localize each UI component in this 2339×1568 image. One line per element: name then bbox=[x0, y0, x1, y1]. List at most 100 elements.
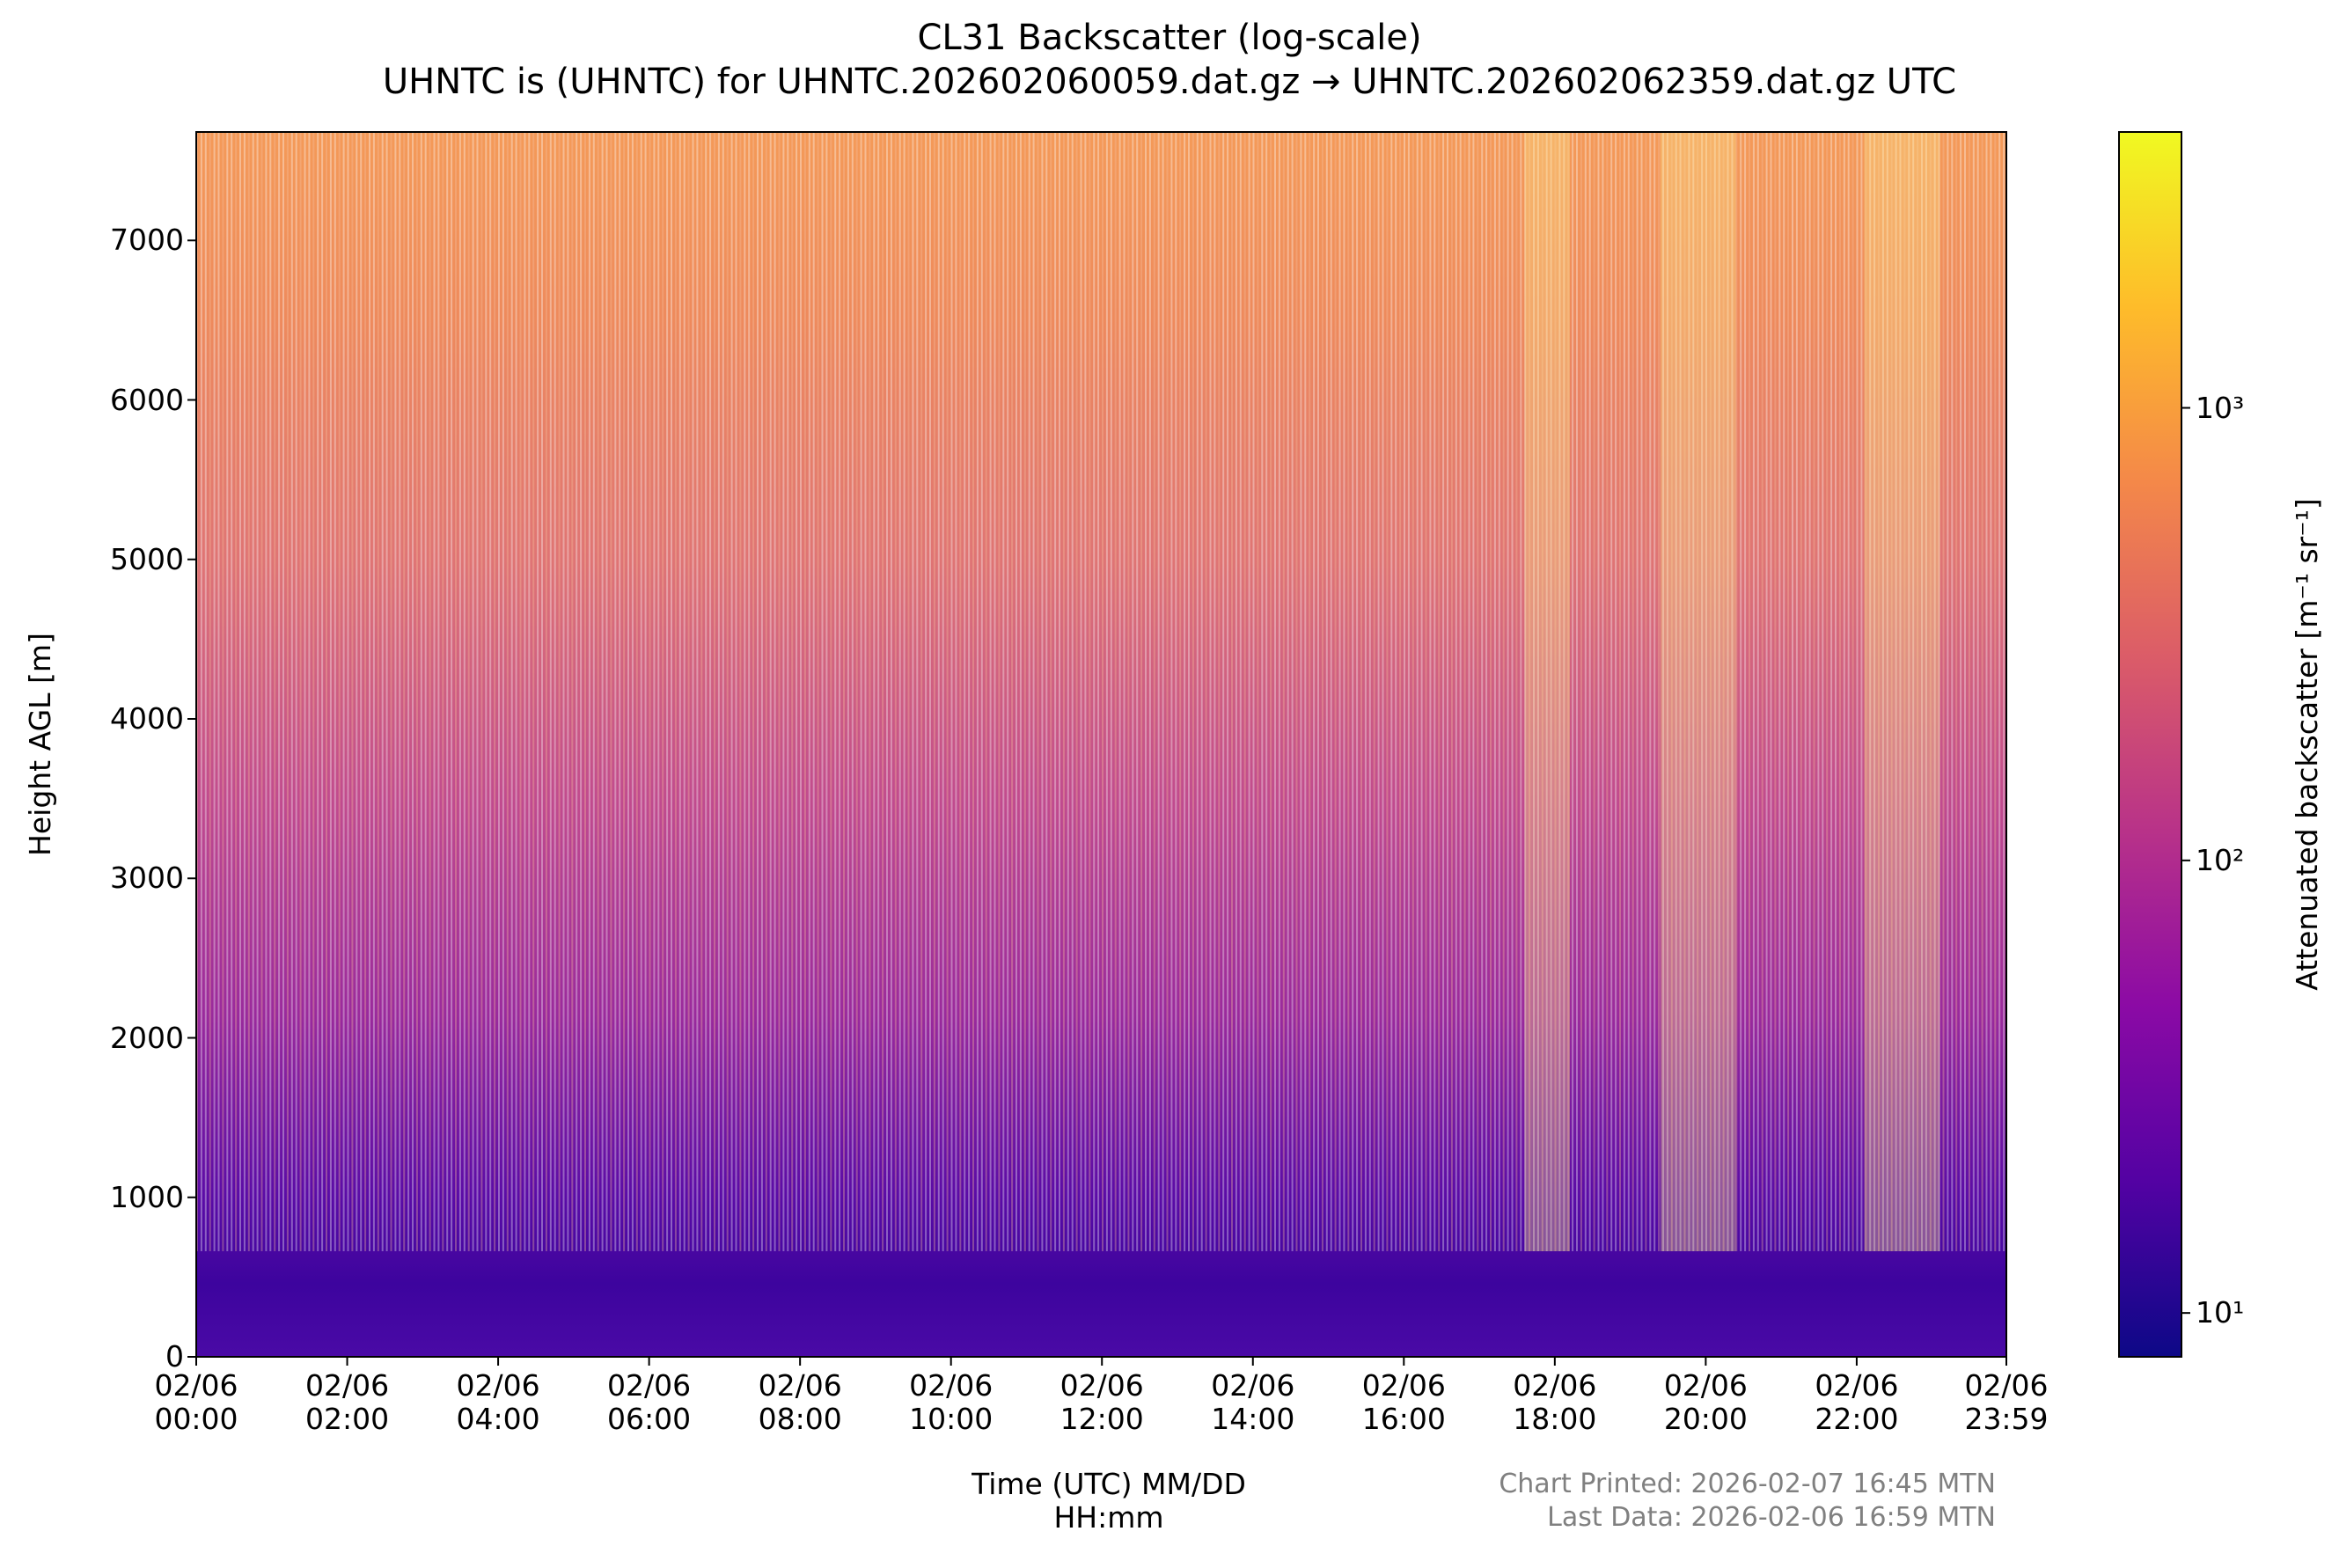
noise-streak bbox=[1291, 132, 1294, 1251]
noise-streak bbox=[442, 132, 444, 1251]
noise-streak bbox=[1447, 132, 1448, 1251]
noise-streak bbox=[1386, 132, 1389, 1251]
noise-streak bbox=[1089, 132, 1091, 1251]
noise-streak bbox=[1377, 132, 1380, 1251]
noise-streak bbox=[812, 132, 815, 1251]
noise-streak bbox=[265, 132, 268, 1251]
noise-streak bbox=[687, 132, 690, 1251]
noise-streak bbox=[1463, 132, 1466, 1251]
noise-streak bbox=[1994, 132, 1997, 1251]
noise-streak bbox=[825, 132, 828, 1251]
noise-streak bbox=[1059, 132, 1060, 1251]
noise-streak bbox=[739, 132, 742, 1251]
noise-streak bbox=[1438, 132, 1441, 1251]
colorbar bbox=[2118, 131, 2182, 1358]
noise-streak bbox=[933, 132, 935, 1251]
noise-streak bbox=[980, 132, 983, 1251]
noise-streak bbox=[1804, 132, 1807, 1251]
noise-streak bbox=[1826, 132, 1829, 1251]
noise-streak bbox=[1148, 132, 1151, 1251]
noise-streak bbox=[1222, 132, 1225, 1251]
noise-streak bbox=[1960, 132, 1962, 1251]
noise-streak bbox=[1080, 132, 1082, 1251]
noise-streak bbox=[1576, 132, 1578, 1251]
noise-streak bbox=[1404, 132, 1405, 1251]
noise-streak bbox=[1016, 132, 1017, 1251]
noise-streak bbox=[1188, 132, 1190, 1251]
noise-streak bbox=[467, 132, 470, 1251]
noise-streak bbox=[757, 132, 759, 1251]
noise-streak bbox=[1360, 132, 1362, 1251]
noise-streak bbox=[1713, 132, 1716, 1251]
noise-streak bbox=[1727, 132, 1729, 1251]
noise-streak bbox=[847, 132, 849, 1251]
noise-streak bbox=[1666, 132, 1668, 1251]
noise-streak bbox=[1498, 132, 1500, 1251]
y-axis-label: Height AGL [m] bbox=[23, 633, 58, 856]
noise-streak bbox=[1800, 132, 1802, 1251]
noise-streak bbox=[834, 132, 837, 1251]
noise-streak bbox=[1976, 132, 1979, 1251]
noise-streak bbox=[290, 132, 293, 1251]
noise-streak bbox=[274, 132, 276, 1251]
noise-streak bbox=[791, 132, 794, 1251]
noise-streak bbox=[1761, 132, 1763, 1251]
noise-streak bbox=[1735, 132, 1738, 1251]
noise-streak bbox=[937, 132, 940, 1251]
x-tick-label: 02/06 23:59 bbox=[1964, 1368, 2049, 1436]
noise-streak bbox=[1718, 132, 1720, 1251]
noise-streak bbox=[1627, 132, 1630, 1251]
noise-streak bbox=[2003, 132, 2005, 1251]
noise-streak bbox=[678, 132, 681, 1251]
noise-streak bbox=[329, 132, 332, 1251]
noise-streak bbox=[1619, 132, 1621, 1251]
noise-streak bbox=[372, 132, 375, 1251]
noise-streak bbox=[437, 132, 440, 1251]
noise-streak bbox=[1507, 132, 1509, 1251]
noise-streak bbox=[1584, 132, 1587, 1251]
noise-streak bbox=[415, 132, 418, 1251]
noise-streak bbox=[1602, 132, 1604, 1251]
noise-streak bbox=[649, 132, 651, 1251]
noise-streak bbox=[722, 132, 724, 1251]
noise-streak bbox=[1011, 132, 1014, 1251]
noise-streak bbox=[1808, 132, 1811, 1251]
x-tick-label: 02/06 06:00 bbox=[607, 1368, 692, 1436]
x-tick-label: 02/06 12:00 bbox=[1060, 1368, 1144, 1436]
noise-streak bbox=[1162, 132, 1164, 1251]
noise-streak bbox=[1640, 132, 1643, 1251]
noise-streak bbox=[1783, 132, 1785, 1251]
noise-streak bbox=[532, 132, 535, 1251]
noise-streak bbox=[1420, 132, 1423, 1251]
noise-streak bbox=[1636, 132, 1639, 1251]
noise-streak bbox=[213, 132, 216, 1251]
noise-streak bbox=[1856, 132, 1859, 1251]
noise-streak bbox=[247, 132, 250, 1251]
noise-streak bbox=[1550, 132, 1552, 1251]
chart-title: CL31 Backscatter (log-scale) bbox=[917, 18, 1422, 58]
noise-streak bbox=[1774, 132, 1777, 1251]
noise-streak bbox=[567, 132, 569, 1251]
noise-streak bbox=[864, 132, 867, 1251]
noise-streak bbox=[239, 132, 241, 1251]
noise-streak bbox=[502, 132, 504, 1251]
noise-streak bbox=[1007, 132, 1009, 1251]
noise-streak bbox=[1433, 132, 1436, 1251]
noise-streak bbox=[1558, 132, 1561, 1251]
noise-streak bbox=[1468, 132, 1470, 1251]
noise-streak bbox=[972, 132, 974, 1251]
noise-streak bbox=[1925, 132, 1927, 1251]
noise-streak bbox=[644, 132, 647, 1251]
noise-streak bbox=[662, 132, 664, 1251]
noise-streak bbox=[748, 132, 751, 1251]
noise-streak bbox=[1683, 132, 1686, 1251]
noise-streak bbox=[1688, 132, 1690, 1251]
noise-streak bbox=[1170, 132, 1173, 1251]
noise-streak bbox=[588, 132, 590, 1251]
noise-streak bbox=[830, 132, 832, 1251]
noise-streak bbox=[1118, 132, 1121, 1251]
noise-streak bbox=[1067, 132, 1069, 1251]
noise-streak bbox=[735, 132, 737, 1251]
noise-streak bbox=[451, 132, 453, 1251]
noise-streak bbox=[1274, 132, 1276, 1251]
